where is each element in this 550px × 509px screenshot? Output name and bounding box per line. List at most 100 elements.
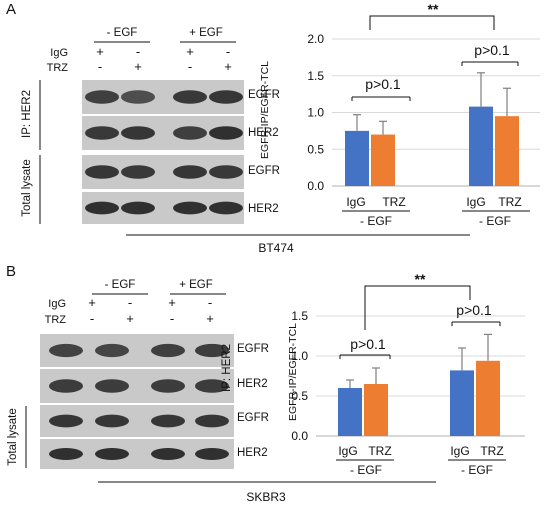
panel-b-blot-label-her2-ip: HER2 [237,378,268,390]
panel-b-sign: + [88,295,96,310]
y-tick-label: 2.0 [307,32,324,46]
panel-a-cellline-label: BT474 [258,241,294,255]
blot-strip [82,80,244,114]
blot-band [95,414,129,428]
panel-a-group-label-total: Total lysate [21,159,33,217]
panel-a-x-label-trz: TRZ [382,195,405,209]
panel-a-group-label-ip: IP: HER2 [21,90,33,138]
y-tick-label: 0.5 [307,142,324,156]
bar-igg [345,130,369,186]
blot-band [49,379,83,393]
panel-a-sign-grid: + - + - - + - + [96,44,232,74]
panel-a-sign: + [134,59,142,74]
panel-b-sign: + [126,311,134,326]
panel-a-header-minus-egf: - EGF [107,27,138,39]
blot-band [85,90,119,104]
bar-trz [476,360,500,436]
bar-trz [371,134,395,186]
blot-band [209,90,243,104]
panel-a-label: A [6,1,16,18]
blot-band [209,201,243,215]
panel-a-header-plus-egf: + EGF [189,27,223,39]
panel-a-sign: + [96,44,104,59]
panel-b-row-igg-label: IgG [48,298,66,310]
panel-b-sign: + [168,295,176,310]
blot-band [173,90,207,104]
panel-b-group-label-ip: IP: HER2 [221,344,233,392]
panel-b-sign: - [170,311,174,326]
y-tick-label: 0.5 [291,389,308,403]
bar-trz [364,384,388,436]
panel-b-annotation-p-left: p>0.1 [350,336,386,352]
y-tick-label: 1.5 [291,309,308,323]
panel-b-x-group-label-1: - EGF [350,463,382,477]
panel-b-annotation-stars: ** [415,271,426,287]
panel-a-significance-bracket [369,15,495,30]
panel-b-x-label-igg: IgG [338,444,357,458]
blot-band [151,414,185,428]
panel-b-x-label-trz: TRZ [480,444,503,458]
panel-a: A - EGF + EGF IgG TRZ + - + - - + - + EG… [6,1,540,255]
blot-band [151,379,185,393]
panel-a-blot-label-her2-total: HER2 [248,203,279,215]
blot-band [195,343,229,358]
blot-band [95,448,129,460]
panel-b-significance-bracket [364,285,471,330]
panel-a-sign: + [224,59,232,74]
panel-b-blot-label-egfr-ip: EGFR [237,343,269,355]
blot-band [173,201,207,215]
blot-band [209,165,243,179]
panel-b-x-group-label-2: - EGF [461,463,493,477]
panel-a-blot-label-egfr-total: EGFR [248,165,280,177]
blot-band [209,126,243,140]
panel-b-chart: EGFR-IP/EGFR-TCL 0.0 0.5 1.0 1.5 p>0.1 p… [287,271,525,477]
panel-a-x-label-igg: IgG [466,195,485,209]
panel-a-row-trz-label: TRZ [47,62,69,74]
panel-b-annotation-p-right: p>0.1 [456,302,492,318]
panel-a-x-group-label-2: - EGF [479,214,511,228]
blot-strip [82,155,244,189]
blot-band [49,448,83,460]
blot-band [95,343,129,358]
blot-band [121,201,155,215]
y-tick-label: 0.0 [291,429,308,443]
panel-b: B - EGF + EGF IgG TRZ + - + - - + - + EG… [6,263,525,504]
panel-b-sign: - [90,311,94,326]
blot-band [49,414,83,428]
panel-b-y-axis-label: EGFR-IP/EGFR-TCL [287,323,299,421]
blot-strip [82,192,244,224]
panel-a-sign: - [188,59,192,74]
panel-a-blot-label-her2-ip: HER2 [248,127,279,139]
panel-b-y-ticks: 0.0 0.5 1.0 1.5 [291,309,308,443]
panel-b-label: B [6,263,16,280]
panel-b-sign: + [206,311,214,326]
blot-band [195,448,229,460]
panel-a-bars [345,72,519,186]
panel-b-sign: - [128,295,132,310]
panel-b-blot-label-her2-total: HER2 [237,447,268,459]
panel-b-x-label-igg: IgG [450,444,469,458]
panel-a-x-label-trz: TRZ [498,195,521,209]
panel-a-blots [82,80,244,224]
blot-band [151,448,185,460]
panel-a-blot-label-egfr-ip: EGFR [248,89,280,101]
blot-band [95,379,129,393]
panel-a-annotation-p-left: p>0.1 [365,76,401,92]
panel-b-blots [40,334,234,469]
panel-a-sign: - [226,44,230,59]
blot-band [195,414,229,428]
blot-band [121,165,155,179]
blot-strip [82,116,244,150]
panel-a-annotation-stars: ** [428,1,439,17]
panel-b-sign-grid: + - + - - + - + [88,295,214,326]
blot-strip [40,369,234,403]
y-tick-label: 1.0 [307,106,324,120]
panel-b-group-label-total: Total lysate [7,408,19,466]
y-tick-label: 1.5 [307,69,324,83]
panel-a-annotation-p-right: p>0.1 [474,42,510,58]
panel-b-header-plus-egf: + EGF [179,279,213,291]
blot-band [173,126,207,140]
blot-band [121,126,155,140]
blot-strip [40,405,234,437]
